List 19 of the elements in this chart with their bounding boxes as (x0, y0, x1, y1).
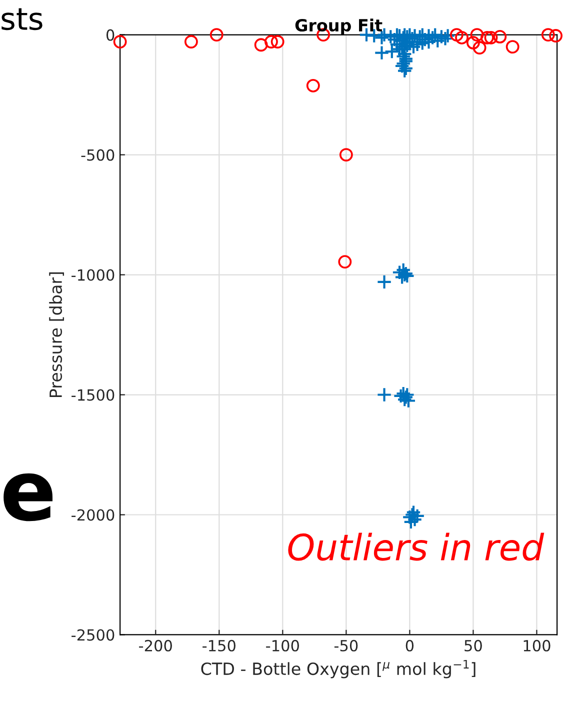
x-tick-label: 50 (464, 640, 482, 652)
y-axis-title: Pressure [dbar] (49, 272, 64, 397)
x-tick-label: -100 (266, 640, 299, 652)
x-tick-label: -50 (334, 640, 358, 652)
y-tick-label: -1500 (72, 389, 114, 401)
x-tick-label: -150 (202, 640, 236, 652)
annotation: Outliers in red (288, 532, 544, 561)
y-tick-label: -2500 (72, 629, 114, 641)
y-tick-label: -2000 (72, 509, 114, 521)
y-tick-label: -1000 (72, 269, 114, 281)
y-tick-label: -500 (81, 149, 114, 161)
x-tick-label: 0 (406, 640, 414, 652)
text: sts (2, 8, 42, 30)
y-tick-label: 0 (106, 29, 114, 41)
x-axis-title: CTD - Bottle Oxygen [$^{μ}$ mol kg$^{−1}$] (201, 660, 476, 678)
x-tick-label: -200 (139, 640, 172, 652)
text: e (4, 473, 52, 522)
chart-title: Group Fit (295, 18, 382, 35)
x-tick-label: 100 (524, 640, 550, 652)
